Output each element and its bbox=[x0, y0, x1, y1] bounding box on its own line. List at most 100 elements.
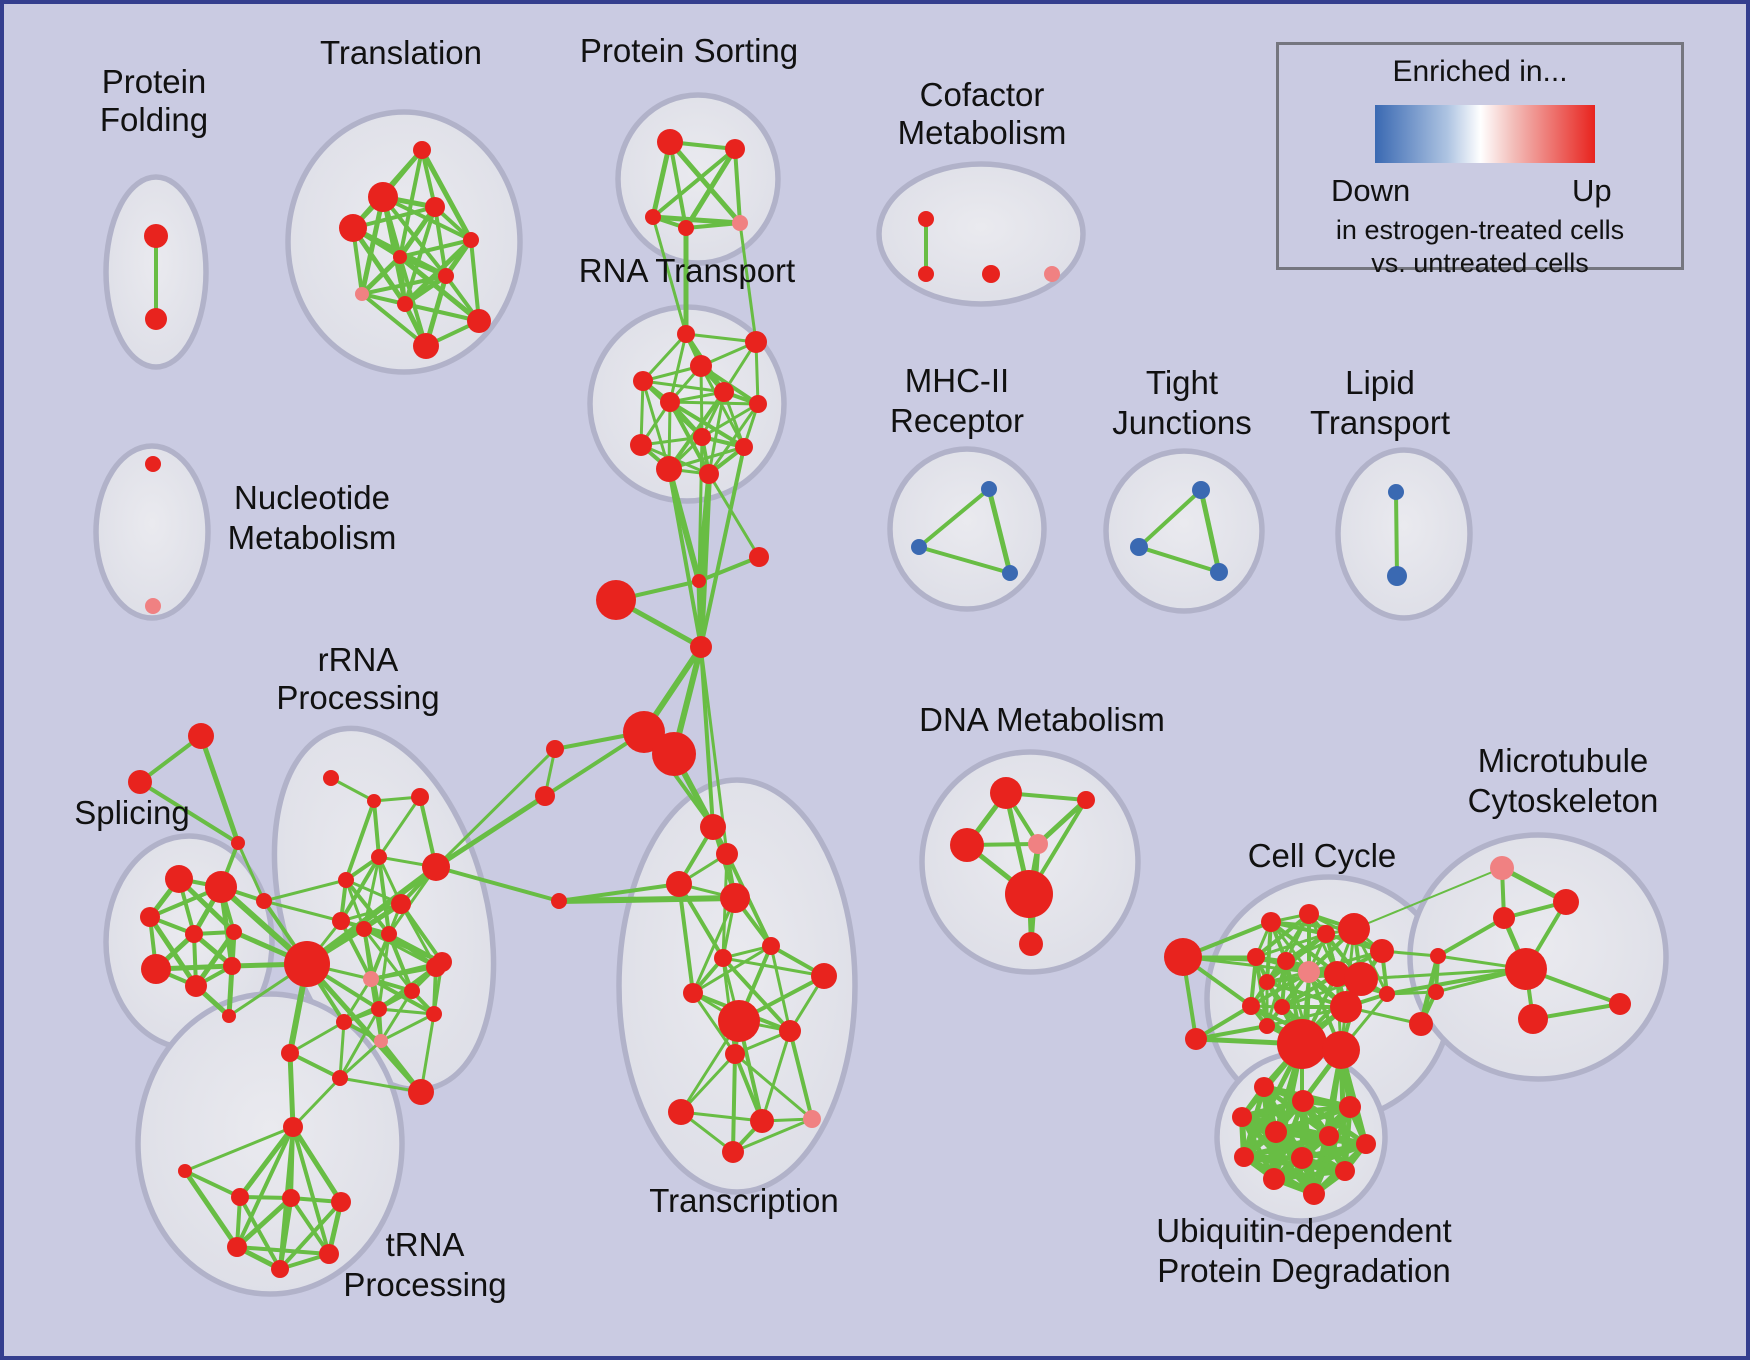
gene-set-node-cf-2[interactable] bbox=[982, 265, 1000, 283]
gene-set-node-cf-1[interactable] bbox=[918, 266, 934, 282]
gene-set-node-cc-14[interactable] bbox=[1274, 999, 1290, 1015]
gene-set-node-mt-5[interactable] bbox=[1428, 984, 1444, 1000]
gene-set-node-mt-4[interactable] bbox=[1430, 948, 1446, 964]
gene-set-node-tc-4[interactable] bbox=[551, 893, 567, 909]
gene-set-node-cc-6[interactable] bbox=[1370, 939, 1394, 963]
gene-set-node-pf-1[interactable] bbox=[145, 308, 167, 330]
gene-set-node-rr-3[interactable] bbox=[371, 849, 387, 865]
gene-set-node-cc-1[interactable] bbox=[1185, 1028, 1207, 1050]
gene-set-node-tl-10[interactable] bbox=[413, 333, 439, 359]
gene-set-node-tl-6[interactable] bbox=[438, 268, 454, 284]
gene-set-node-rr-10[interactable] bbox=[284, 941, 330, 987]
gene-set-node-cc-16[interactable] bbox=[1330, 991, 1362, 1023]
gene-set-node-tl-4[interactable] bbox=[463, 232, 479, 248]
gene-set-node-mt-1[interactable] bbox=[1493, 907, 1515, 929]
gene-set-node-tj-0[interactable] bbox=[1192, 481, 1210, 499]
gene-set-node-rr-7[interactable] bbox=[332, 912, 350, 930]
gene-set-node-tl-0[interactable] bbox=[413, 141, 431, 159]
gene-set-node-cc-3[interactable] bbox=[1299, 904, 1319, 924]
gene-set-node-tr-4[interactable] bbox=[331, 1192, 351, 1212]
gene-set-node-ub-3[interactable] bbox=[1232, 1107, 1252, 1127]
gene-set-node-tl-1[interactable] bbox=[368, 182, 398, 212]
gene-set-node-mt-7[interactable] bbox=[1609, 993, 1631, 1015]
gene-set-node-tr-1[interactable] bbox=[178, 1164, 192, 1178]
gene-set-node-sp-7[interactable] bbox=[223, 957, 241, 975]
gene-set-node-tc-14[interactable] bbox=[803, 1110, 821, 1128]
gene-set-node-tl-2[interactable] bbox=[339, 214, 367, 242]
gene-set-node-tc-11[interactable] bbox=[725, 1044, 745, 1064]
gene-set-node-tr-7[interactable] bbox=[271, 1260, 289, 1278]
gene-set-node-rr-13[interactable] bbox=[404, 983, 420, 999]
gene-set-node-cc-2[interactable] bbox=[1261, 912, 1281, 932]
gene-set-node-rr-16[interactable] bbox=[371, 1001, 387, 1017]
gene-set-node-ub-10[interactable] bbox=[1263, 1168, 1285, 1190]
gene-set-node-tg-2[interactable] bbox=[231, 836, 245, 850]
gene-set-node-ps-2[interactable] bbox=[645, 209, 661, 225]
gene-set-node-rt-9[interactable] bbox=[735, 438, 753, 456]
gene-set-node-rr-21[interactable] bbox=[281, 1044, 299, 1062]
gene-set-node-rr-11[interactable] bbox=[363, 971, 379, 987]
gene-set-node-rr-20[interactable] bbox=[408, 1079, 434, 1105]
gene-set-node-sp-8[interactable] bbox=[222, 1009, 236, 1023]
gene-set-node-cn-7[interactable] bbox=[535, 786, 555, 806]
gene-set-node-cf-0[interactable] bbox=[918, 211, 934, 227]
gene-set-node-dn-4[interactable] bbox=[1005, 870, 1053, 918]
gene-set-node-cc-0[interactable] bbox=[1164, 938, 1202, 976]
gene-set-node-tc-15[interactable] bbox=[722, 1141, 744, 1163]
gene-set-node-rr-4[interactable] bbox=[422, 853, 450, 881]
gene-set-node-cc-8[interactable] bbox=[1277, 952, 1295, 970]
gene-set-node-tj-1[interactable] bbox=[1130, 538, 1148, 556]
gene-set-node-rr-5[interactable] bbox=[338, 872, 354, 888]
gene-set-node-ps-1[interactable] bbox=[725, 139, 745, 159]
gene-set-node-tl-8[interactable] bbox=[397, 296, 413, 312]
gene-set-node-sp-6[interactable] bbox=[185, 975, 207, 997]
gene-set-node-rt-3[interactable] bbox=[633, 371, 653, 391]
gene-set-node-sp-0[interactable] bbox=[165, 865, 193, 893]
gene-set-node-tl-3[interactable] bbox=[425, 197, 445, 217]
gene-set-node-sp-5[interactable] bbox=[141, 954, 171, 984]
gene-set-node-cc-13[interactable] bbox=[1242, 997, 1260, 1015]
gene-set-node-sp-2[interactable] bbox=[140, 907, 160, 927]
gene-set-node-tc-6[interactable] bbox=[714, 949, 732, 967]
gene-set-node-ub-6[interactable] bbox=[1356, 1134, 1376, 1154]
gene-set-node-ub-7[interactable] bbox=[1234, 1147, 1254, 1167]
gene-set-node-cf-3[interactable] bbox=[1044, 266, 1060, 282]
gene-set-node-tc-12[interactable] bbox=[668, 1099, 694, 1125]
gene-set-node-rr-19[interactable] bbox=[332, 1070, 348, 1086]
gene-set-node-tc-0[interactable] bbox=[700, 814, 726, 840]
gene-set-node-rr-1[interactable] bbox=[367, 794, 381, 808]
gene-set-node-rr-2[interactable] bbox=[411, 788, 429, 806]
gene-set-node-cn-3[interactable] bbox=[690, 636, 712, 658]
gene-set-node-nm-1[interactable] bbox=[145, 598, 161, 614]
gene-set-node-cn-2[interactable] bbox=[749, 547, 769, 567]
gene-set-node-cc-15[interactable] bbox=[1259, 1018, 1275, 1034]
gene-set-node-tc-5[interactable] bbox=[762, 937, 780, 955]
gene-set-node-tc-9[interactable] bbox=[718, 1000, 760, 1042]
gene-set-node-tr-2[interactable] bbox=[231, 1188, 249, 1206]
enrichment-map-canvas[interactable]: Protein Folding Translation Protein Sorting… bbox=[4, 4, 1750, 1360]
gene-set-node-ub-0[interactable] bbox=[1254, 1077, 1274, 1097]
gene-set-node-cc-4[interactable] bbox=[1317, 925, 1335, 943]
gene-set-node-tc-1[interactable] bbox=[716, 843, 738, 865]
gene-set-node-nm-0[interactable] bbox=[145, 456, 161, 472]
gene-set-node-tg-1[interactable] bbox=[128, 770, 152, 794]
gene-set-node-sp-1[interactable] bbox=[205, 871, 237, 903]
gene-set-node-rr-18[interactable] bbox=[336, 1014, 352, 1030]
gene-set-node-dn-1[interactable] bbox=[1077, 791, 1095, 809]
gene-set-node-tc-10[interactable] bbox=[779, 1020, 801, 1042]
gene-set-node-dn-5[interactable] bbox=[1019, 932, 1043, 956]
gene-set-node-cc-10[interactable] bbox=[1324, 961, 1350, 987]
gene-set-node-cn-1[interactable] bbox=[692, 574, 706, 588]
gene-set-node-ub-2[interactable] bbox=[1339, 1096, 1361, 1118]
gene-set-node-rt-10[interactable] bbox=[656, 456, 682, 482]
gene-set-node-mh-2[interactable] bbox=[1002, 565, 1018, 581]
gene-set-node-tr-0[interactable] bbox=[283, 1117, 303, 1137]
gene-set-node-mt-0[interactable] bbox=[1490, 856, 1514, 880]
gene-set-node-tg-0[interactable] bbox=[188, 723, 214, 749]
gene-set-node-tr-5[interactable] bbox=[227, 1237, 247, 1257]
gene-set-node-rt-1[interactable] bbox=[745, 331, 767, 353]
gene-set-node-pf-0[interactable] bbox=[144, 224, 168, 248]
gene-set-node-dn-0[interactable] bbox=[990, 777, 1022, 809]
gene-set-node-cn-6[interactable] bbox=[546, 740, 564, 758]
gene-set-node-rr-8[interactable] bbox=[356, 921, 372, 937]
